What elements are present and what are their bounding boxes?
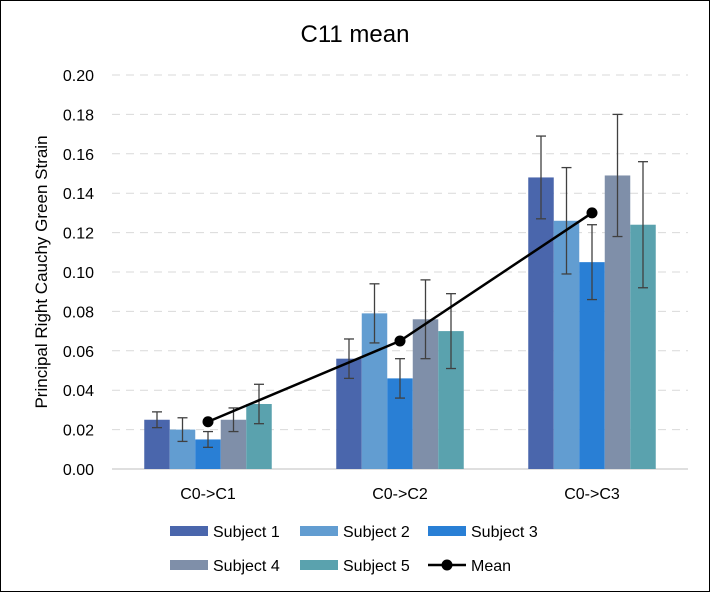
legend-swatch	[170, 560, 208, 570]
legend-label: Subject 2	[343, 524, 410, 541]
bar	[528, 177, 554, 469]
y-tick-label: 0.02	[63, 423, 94, 440]
legend-swatch	[300, 526, 338, 536]
y-tick-label: 0.16	[63, 147, 94, 164]
y-axis-label: Principal Right Cauchy Green Strain	[32, 135, 51, 408]
y-tick-label: 0.20	[63, 68, 94, 85]
error-bars	[152, 113, 648, 448]
mean-point	[202, 416, 214, 428]
x-tick-labels: C0->C1 C0->C2 C0->C3	[180, 486, 620, 503]
y-tick-label: 0.06	[63, 344, 94, 361]
x-tick-label: C0->C2	[372, 486, 428, 503]
y-tick-labels: 0.00 0.02 0.04 0.06 0.08 0.10 0.12 0.14 0.16 0.18…	[63, 68, 94, 479]
chart-title: C11 mean	[301, 21, 410, 48]
legend-label: Mean	[471, 558, 511, 575]
legend-label: Subject 3	[471, 524, 538, 541]
y-tick-label: 0.12	[63, 226, 94, 243]
x-tick-label: C0->C1	[180, 486, 236, 503]
mean-point	[394, 335, 406, 347]
mean-line-group	[202, 207, 598, 428]
y-tick-label: 0.00	[63, 462, 94, 479]
legend: Subject 1 Subject 2 Subject 3 Subject 4 Subj…	[170, 524, 538, 575]
legend-label: Subject 4	[213, 558, 280, 575]
legend-marker	[441, 559, 453, 571]
legend-label: Subject 5	[343, 558, 410, 575]
legend-swatch	[300, 560, 338, 570]
y-tick-label: 0.04	[63, 383, 94, 400]
y-tick-label: 0.10	[63, 265, 94, 282]
y-tick-label: 0.18	[63, 107, 94, 124]
legend-swatch	[170, 526, 208, 536]
bar-group	[144, 175, 656, 469]
y-tick-label: 0.14	[63, 186, 94, 203]
legend-label: Subject 1	[213, 524, 280, 541]
mean-point	[586, 207, 598, 219]
x-tick-label: C0->C3	[564, 486, 620, 503]
y-tick-label: 0.08	[63, 304, 94, 321]
legend-swatch	[428, 526, 466, 536]
